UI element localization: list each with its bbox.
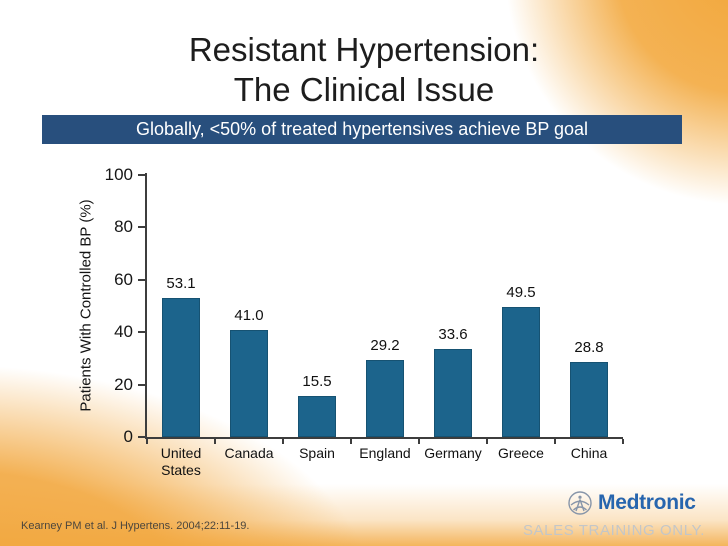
bar (230, 329, 268, 437)
category-label: Spain (299, 445, 335, 461)
y-axis-line (145, 173, 147, 437)
y-tick-label: 20 (114, 374, 133, 394)
bar-value-label: 28.8 (574, 338, 604, 356)
bar-value-label: 49.5 (506, 284, 536, 302)
category-label: Greece (498, 445, 544, 461)
x-tick-mark (350, 439, 352, 444)
medtronic-wordmark: Medtronic (598, 491, 696, 514)
bar-value-label: 29.2 (370, 337, 400, 355)
x-tick-mark (622, 439, 624, 444)
x-tick-mark (146, 439, 148, 444)
sales-training-label: SALES TRAINING ONLY. (522, 522, 705, 539)
x-tick-mark (282, 439, 284, 444)
bar (366, 360, 404, 437)
x-tick-mark (486, 439, 488, 444)
bar-value-label: 41.0 (234, 306, 264, 324)
x-axis-line (145, 437, 623, 439)
bar (162, 297, 200, 437)
y-tick-label: 40 (114, 322, 133, 342)
x-tick-mark (214, 439, 216, 444)
y-tick-mark (138, 226, 145, 229)
category-label: Germany (424, 445, 482, 461)
banner-text: Globally, <50% of treated hypertensives … (135, 119, 589, 139)
title-line-1: Resistant Hypertension: (188, 31, 540, 68)
bar-value-label: 33.6 (438, 325, 468, 343)
x-tick-mark (418, 439, 420, 444)
y-tick-mark (138, 278, 145, 281)
page-title: Resistant Hypertension: The Clinical Iss… (0, 30, 728, 110)
bar (502, 307, 540, 437)
y-tick-label: 60 (114, 269, 133, 289)
y-tick-mark (138, 436, 145, 438)
x-tick-mark (554, 439, 556, 444)
category-label: Canada (224, 445, 274, 461)
bar-value-label: 53.1 (166, 274, 196, 292)
y-tick-label: 0 (123, 427, 133, 446)
y-tick-mark (138, 174, 145, 176)
title-line-2: The Clinical Issue (233, 71, 495, 108)
category-label: China (570, 445, 608, 461)
y-axis-title: Patients With Controlled BP (%) (77, 199, 95, 412)
bar-value-label: 15.5 (302, 373, 332, 391)
y-tick-mark (138, 331, 145, 334)
citation: Kearney PM et al. J Hypertens. 2004;22:1… (21, 520, 250, 532)
bar (298, 396, 336, 437)
medtronic-logo: Medtronic (567, 490, 696, 516)
category-label: United States (160, 445, 202, 478)
y-tick-label: 100 (104, 165, 133, 184)
bar (434, 348, 472, 437)
category-label: England (359, 445, 411, 461)
subtitle-banner: Globally, <50% of treated hypertensives … (42, 115, 682, 144)
y-tick-mark (138, 383, 145, 386)
bar (570, 361, 608, 437)
medtronic-emblem-icon (567, 490, 593, 516)
y-tick-label: 80 (114, 217, 133, 237)
